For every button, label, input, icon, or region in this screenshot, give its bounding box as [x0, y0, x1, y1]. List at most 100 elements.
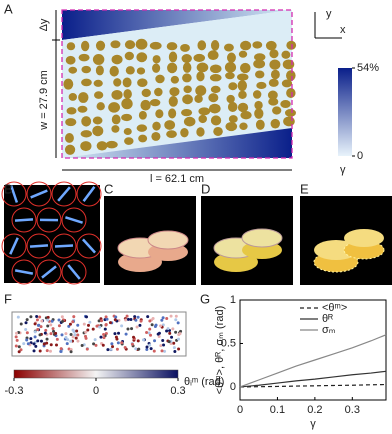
disk	[111, 125, 120, 133]
disk	[95, 40, 106, 51]
disk	[109, 65, 119, 77]
dot	[157, 335, 161, 339]
dot	[25, 331, 29, 335]
panel-label: A	[4, 1, 13, 16]
dot	[22, 342, 26, 346]
legend-label: σₘ	[322, 324, 336, 336]
dot	[46, 318, 50, 322]
disk	[268, 78, 279, 87]
disk	[181, 108, 193, 117]
disk	[286, 40, 297, 50]
dot	[145, 331, 149, 335]
dot	[17, 345, 21, 349]
dot	[174, 330, 178, 334]
disk	[227, 52, 236, 63]
disk	[149, 41, 162, 50]
panel-label: E	[300, 181, 309, 196]
disk	[182, 94, 193, 105]
width-label: w = 27.9 cm	[38, 70, 50, 131]
dot	[177, 337, 181, 341]
dot	[66, 338, 70, 342]
disk	[66, 107, 77, 115]
dot	[153, 339, 157, 343]
dot	[148, 319, 152, 323]
disk	[254, 100, 263, 110]
disk	[237, 80, 247, 92]
disk	[256, 81, 267, 90]
disk	[154, 87, 163, 97]
disk	[270, 69, 280, 80]
dot	[40, 319, 44, 323]
photoelastic-disks	[1, 181, 102, 285]
disk	[196, 71, 205, 82]
disk	[213, 126, 223, 136]
force-chain	[67, 264, 81, 280]
dot	[60, 315, 64, 319]
dot	[165, 329, 169, 333]
disk-outline	[26, 181, 52, 207]
disk	[92, 125, 104, 137]
dot	[88, 320, 92, 324]
disk-outline	[76, 181, 102, 207]
dot	[157, 331, 161, 335]
dot	[76, 339, 80, 343]
disk-outline	[51, 181, 77, 207]
dot	[146, 315, 150, 319]
disk	[65, 118, 77, 127]
dot	[126, 327, 130, 331]
disk	[96, 141, 108, 151]
dot	[110, 342, 114, 346]
disk	[270, 118, 280, 129]
disk	[237, 102, 249, 113]
dot	[25, 338, 29, 342]
dot	[120, 341, 124, 345]
dot	[49, 332, 53, 336]
disk	[265, 40, 277, 51]
dot	[85, 347, 89, 351]
dot	[45, 337, 49, 341]
disk	[94, 91, 104, 99]
dot	[170, 335, 174, 339]
disk	[110, 40, 121, 49]
axis-y: y	[326, 8, 332, 20]
dot	[148, 327, 152, 331]
disk-outline	[26, 233, 52, 259]
panel-label: F	[4, 291, 12, 306]
dot	[39, 339, 43, 343]
dot	[26, 342, 30, 346]
dot	[113, 332, 117, 336]
force-chain	[82, 186, 96, 202]
dot	[178, 332, 182, 336]
disk	[95, 65, 104, 76]
disk	[183, 85, 192, 94]
dot	[141, 338, 145, 342]
dot	[84, 336, 88, 340]
disk	[269, 59, 281, 70]
disk-outline	[61, 207, 87, 233]
disk	[80, 141, 92, 152]
dot	[84, 330, 88, 334]
dot	[172, 346, 176, 350]
colorbar	[13, 369, 179, 379]
disk	[77, 105, 88, 113]
dot	[161, 316, 165, 320]
dot	[124, 332, 128, 336]
force-chain	[82, 238, 96, 254]
disk	[170, 75, 180, 84]
photos	[104, 196, 392, 285]
dot	[138, 323, 142, 327]
y-axis-label: <θᵐ>, θᴿ, σₘ (rad)	[214, 306, 226, 395]
dot	[69, 347, 73, 351]
y-tick-label: 0.5	[221, 337, 236, 349]
disk	[168, 51, 178, 63]
disk	[286, 70, 296, 81]
disk	[181, 54, 192, 63]
dot	[136, 339, 140, 343]
dot	[130, 327, 134, 331]
disk	[168, 108, 177, 119]
disk	[208, 93, 219, 103]
disk	[124, 40, 136, 50]
dot	[71, 335, 75, 339]
disk	[138, 110, 147, 120]
dot	[55, 337, 59, 341]
